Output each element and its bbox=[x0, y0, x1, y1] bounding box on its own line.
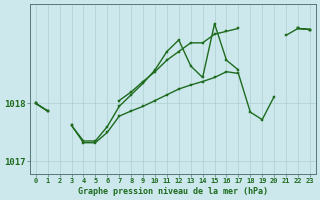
X-axis label: Graphe pression niveau de la mer (hPa): Graphe pression niveau de la mer (hPa) bbox=[78, 187, 268, 196]
